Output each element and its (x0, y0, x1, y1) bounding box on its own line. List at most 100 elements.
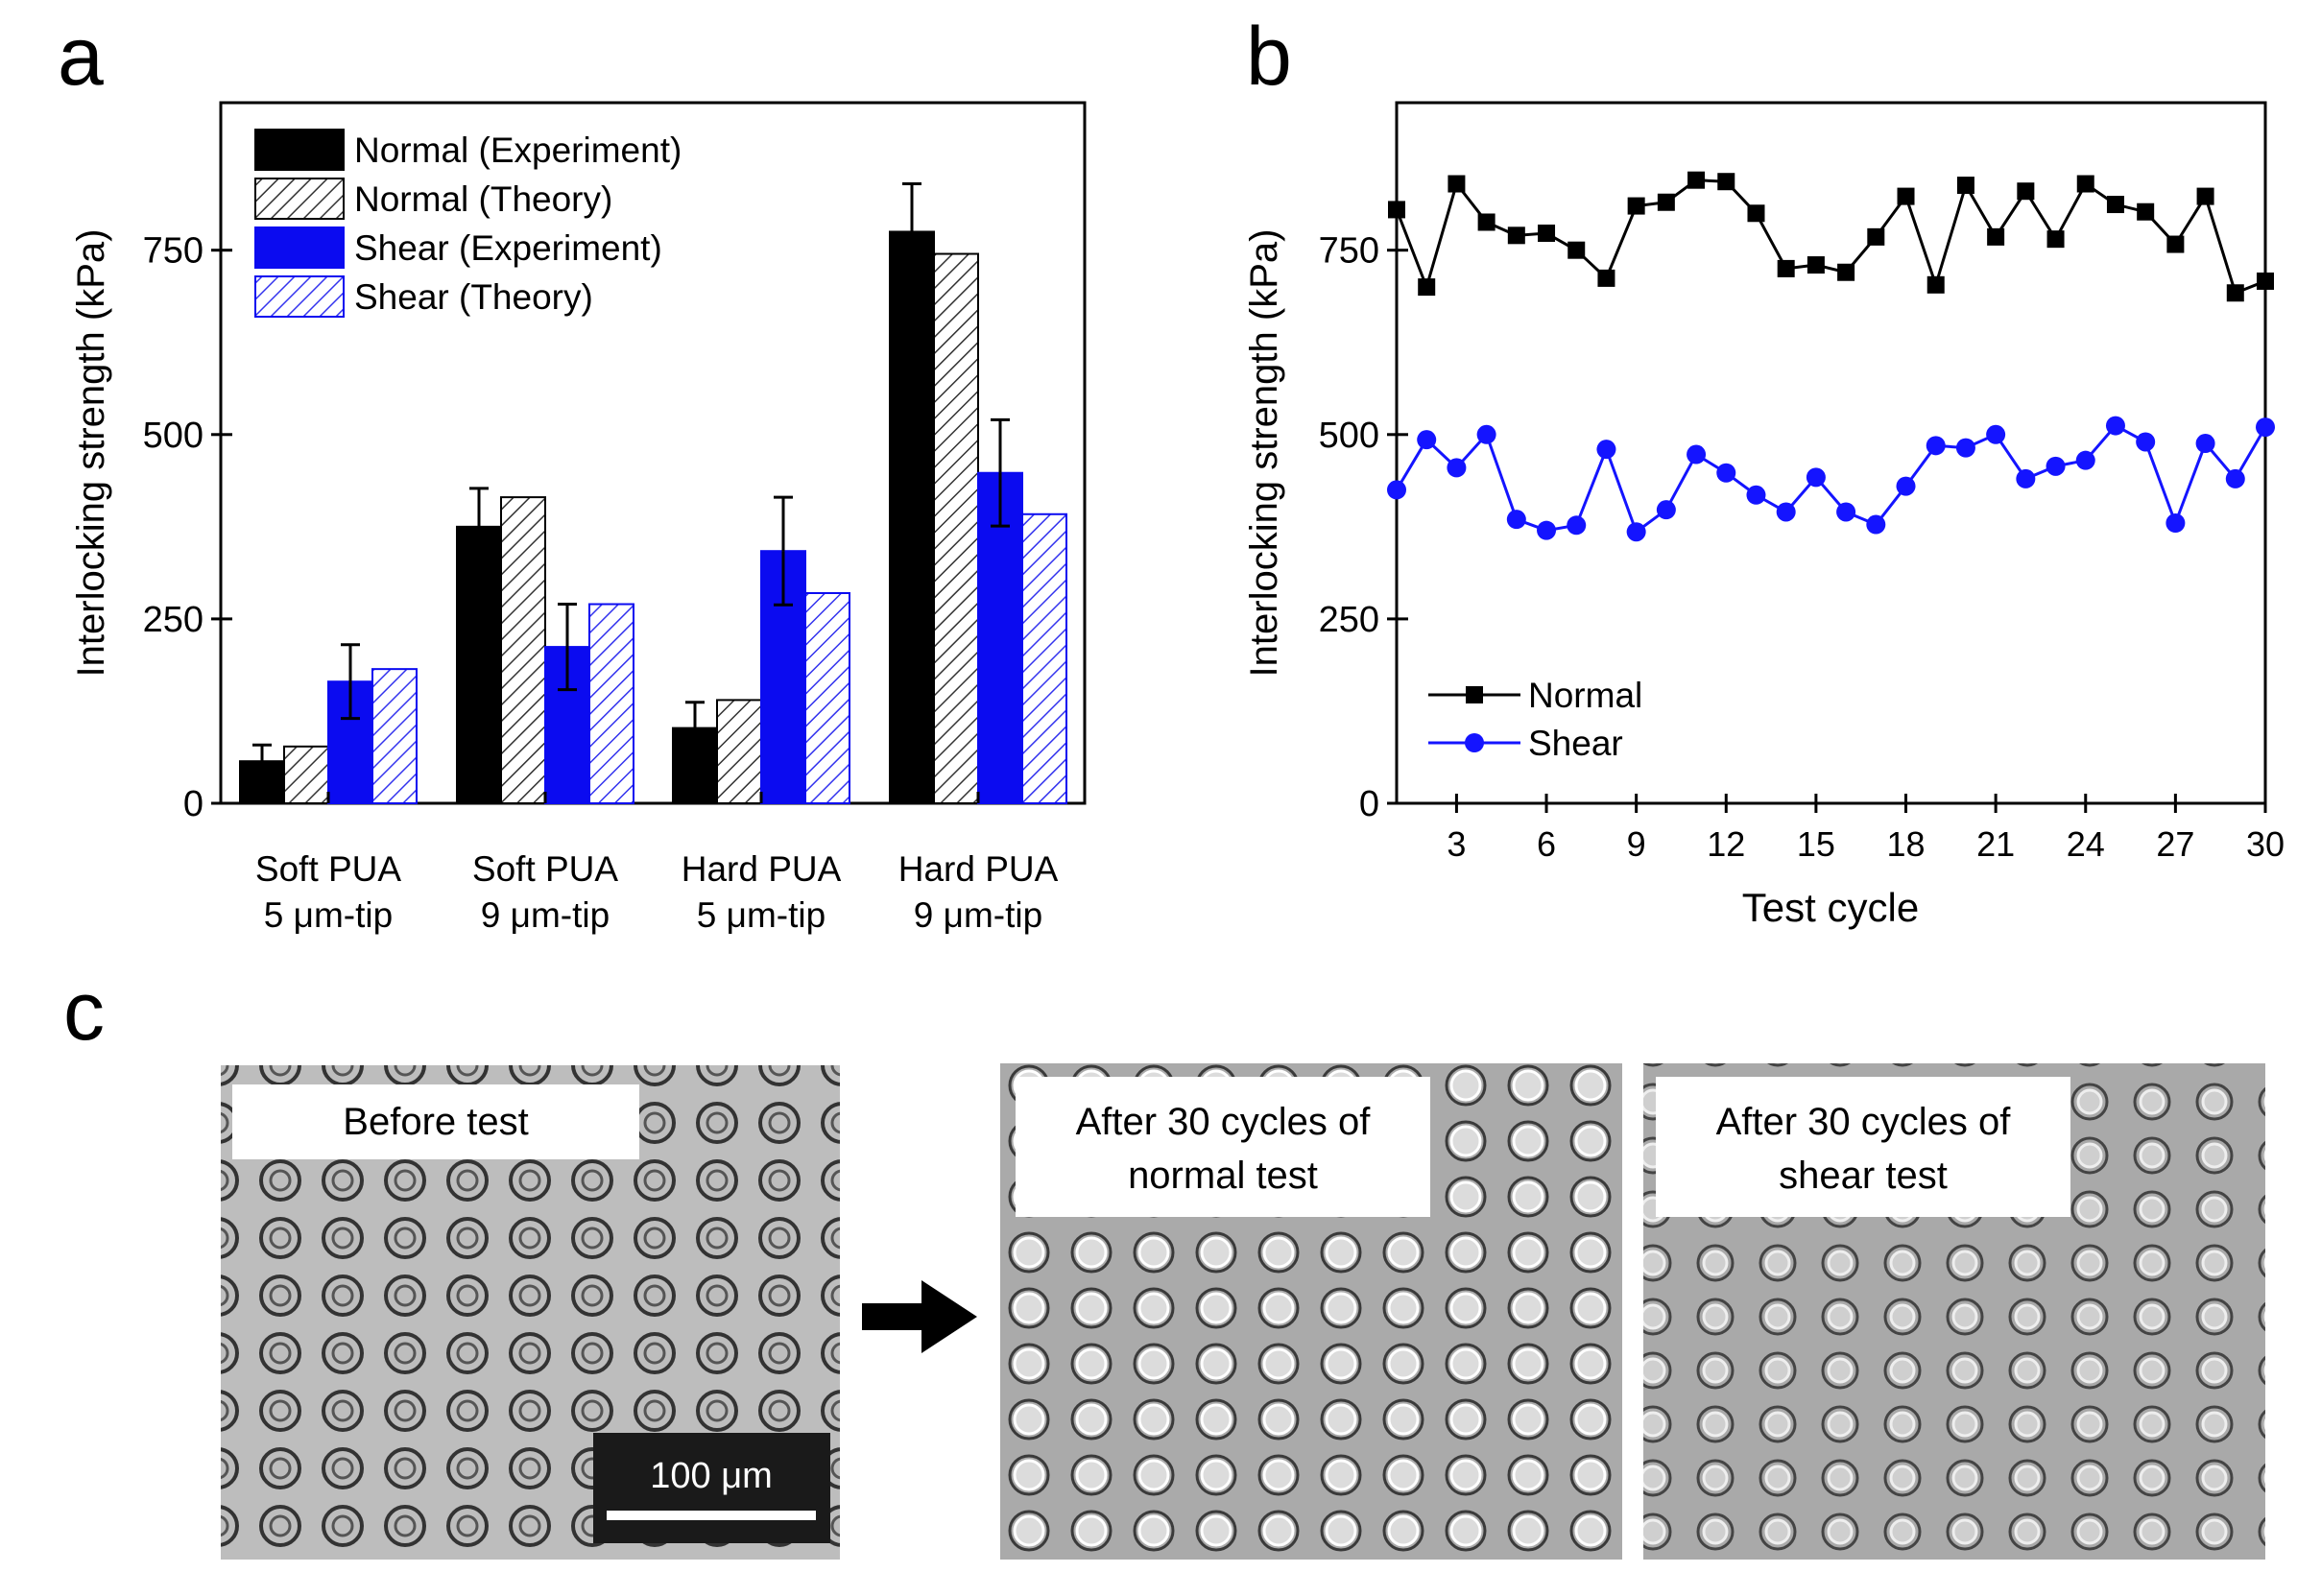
data-point-shear (1866, 514, 1886, 535)
legend-label-b: Shear (1528, 724, 1623, 763)
bar (456, 525, 502, 804)
data-point-shear (1926, 436, 1946, 456)
data-point-normal (2226, 284, 2244, 302)
legend-marker-circle (1465, 733, 1484, 752)
data-point-normal (2046, 230, 2065, 249)
x-tick-label-b: 18 (1886, 824, 1925, 864)
x-tick-label-b: 3 (1447, 824, 1466, 864)
x-tick-label-b: 9 (1627, 824, 1646, 864)
data-point-shear (2195, 434, 2215, 454)
legend-swatch (254, 129, 345, 171)
caption-before: Before test (343, 1101, 528, 1143)
data-point-shear (1836, 502, 1856, 522)
y-tick-label-a: 750 (143, 231, 203, 272)
y-tick-label-a: 250 (143, 600, 203, 640)
data-point-shear (2075, 450, 2095, 470)
y-tick-label-b: 500 (1319, 416, 1379, 456)
legend-b: Normal Shear (1428, 676, 1642, 763)
data-point-normal (1897, 187, 1915, 205)
data-point-normal (2106, 196, 2124, 214)
data-point-shear (2225, 468, 2245, 488)
data-point-normal (1956, 177, 1974, 195)
data-point-shear (1896, 476, 1916, 496)
bar-chart-a: Interlocking strength (kPa) 0 250 500 750 S… (70, 101, 1087, 935)
legend-swatch (254, 226, 345, 269)
data-point-shear (1537, 520, 1557, 540)
legend-swatch (254, 178, 345, 220)
x-tick-label-b: 27 (2156, 824, 2194, 864)
caption-box-normal (1016, 1077, 1430, 1217)
data-point-normal (1388, 201, 1405, 219)
data-point-shear (1626, 522, 1646, 542)
data-point-shear (1567, 515, 1587, 536)
legend-label: Shear (Theory) (354, 277, 593, 317)
category-label-line2: 9 μm-tip (481, 895, 610, 935)
data-point-normal (2137, 202, 2155, 221)
caption-shear-line2: shear test (1779, 1155, 1948, 1197)
bar (1021, 512, 1067, 804)
y-tick-label-b: 0 (1359, 784, 1379, 824)
data-point-shear (1387, 480, 1406, 500)
data-point-shear (1417, 430, 1437, 450)
category-label-line1: Hard PUA (682, 849, 842, 889)
data-point-shear (2256, 417, 2275, 438)
data-point-normal (2017, 182, 2035, 201)
category-label-line2: 5 μm-tip (697, 895, 826, 935)
legend-label-b: Normal (1528, 676, 1642, 715)
data-point-normal (2166, 235, 2185, 253)
series-b (1387, 171, 2275, 542)
y-ticks-a: 0 250 500 750 (143, 231, 232, 824)
legend-swatch (254, 275, 345, 318)
category-label-line2: 5 μm-tip (264, 895, 393, 935)
category-label-line2: 9 μm-tip (914, 895, 1042, 935)
bar (889, 230, 935, 804)
data-point-shear (1776, 502, 1796, 522)
panel-label-a: a (58, 11, 104, 103)
caption-box-shear (1656, 1077, 2070, 1217)
data-point-shear (1716, 463, 1736, 483)
data-point-shear (1506, 510, 1526, 530)
caption-shear-line1: After 30 cycles of (1716, 1101, 2012, 1143)
bar (933, 252, 979, 804)
bar (371, 668, 418, 804)
axis-ticks-b: 0 250 500 750 3 6 9 12 15 18 21 24 27 30 (1319, 231, 2285, 864)
data-point-normal (1418, 278, 1436, 297)
plot-frame-a (219, 101, 1087, 805)
scale-bar-label: 100 μm (650, 1456, 773, 1496)
data-point-normal (2196, 187, 2214, 205)
data-point-normal (1448, 175, 1466, 193)
caption-normal-line2: normal test (1128, 1155, 1318, 1197)
data-point-shear (2046, 456, 2066, 476)
data-point-shear (2165, 513, 2186, 533)
category-label-line1: Soft PUA (255, 849, 401, 889)
plot-frame-b (1395, 101, 2267, 805)
x-tick-label-b: 12 (1707, 824, 1745, 864)
data-point-normal (2076, 175, 2094, 193)
legend-a: Normal (Experiment) Normal (Theory) Shear … (254, 129, 682, 318)
data-point-normal (1627, 197, 1645, 215)
panel-label-b: b (1246, 11, 1292, 103)
data-point-shear (1447, 458, 1467, 478)
data-point-normal (1747, 204, 1765, 223)
bar (588, 603, 634, 804)
bar (500, 496, 546, 805)
panel-label-c: c (63, 965, 105, 1058)
data-point-normal (1567, 241, 1586, 259)
scale-bar (607, 1511, 816, 1520)
data-point-normal (1926, 275, 1945, 294)
data-point-normal (1538, 225, 1556, 243)
data-point-normal (1867, 227, 1885, 246)
data-point-shear (2105, 416, 2125, 436)
bar (804, 592, 850, 804)
micrograph-after-shear: After 30 cycles of shear test (1643, 1063, 2265, 1560)
caption-box-before (232, 1084, 639, 1159)
x-tick-label-b: 21 (1976, 824, 2015, 864)
legend-label: Shear (Experiment) (354, 228, 662, 268)
y-tick-label-a: 0 (183, 784, 203, 824)
data-point-shear (2136, 432, 2156, 452)
scale-bar-box (593, 1433, 830, 1543)
category-label-line1: Soft PUA (472, 849, 618, 889)
bar (716, 699, 762, 805)
data-point-shear (1656, 500, 1676, 520)
